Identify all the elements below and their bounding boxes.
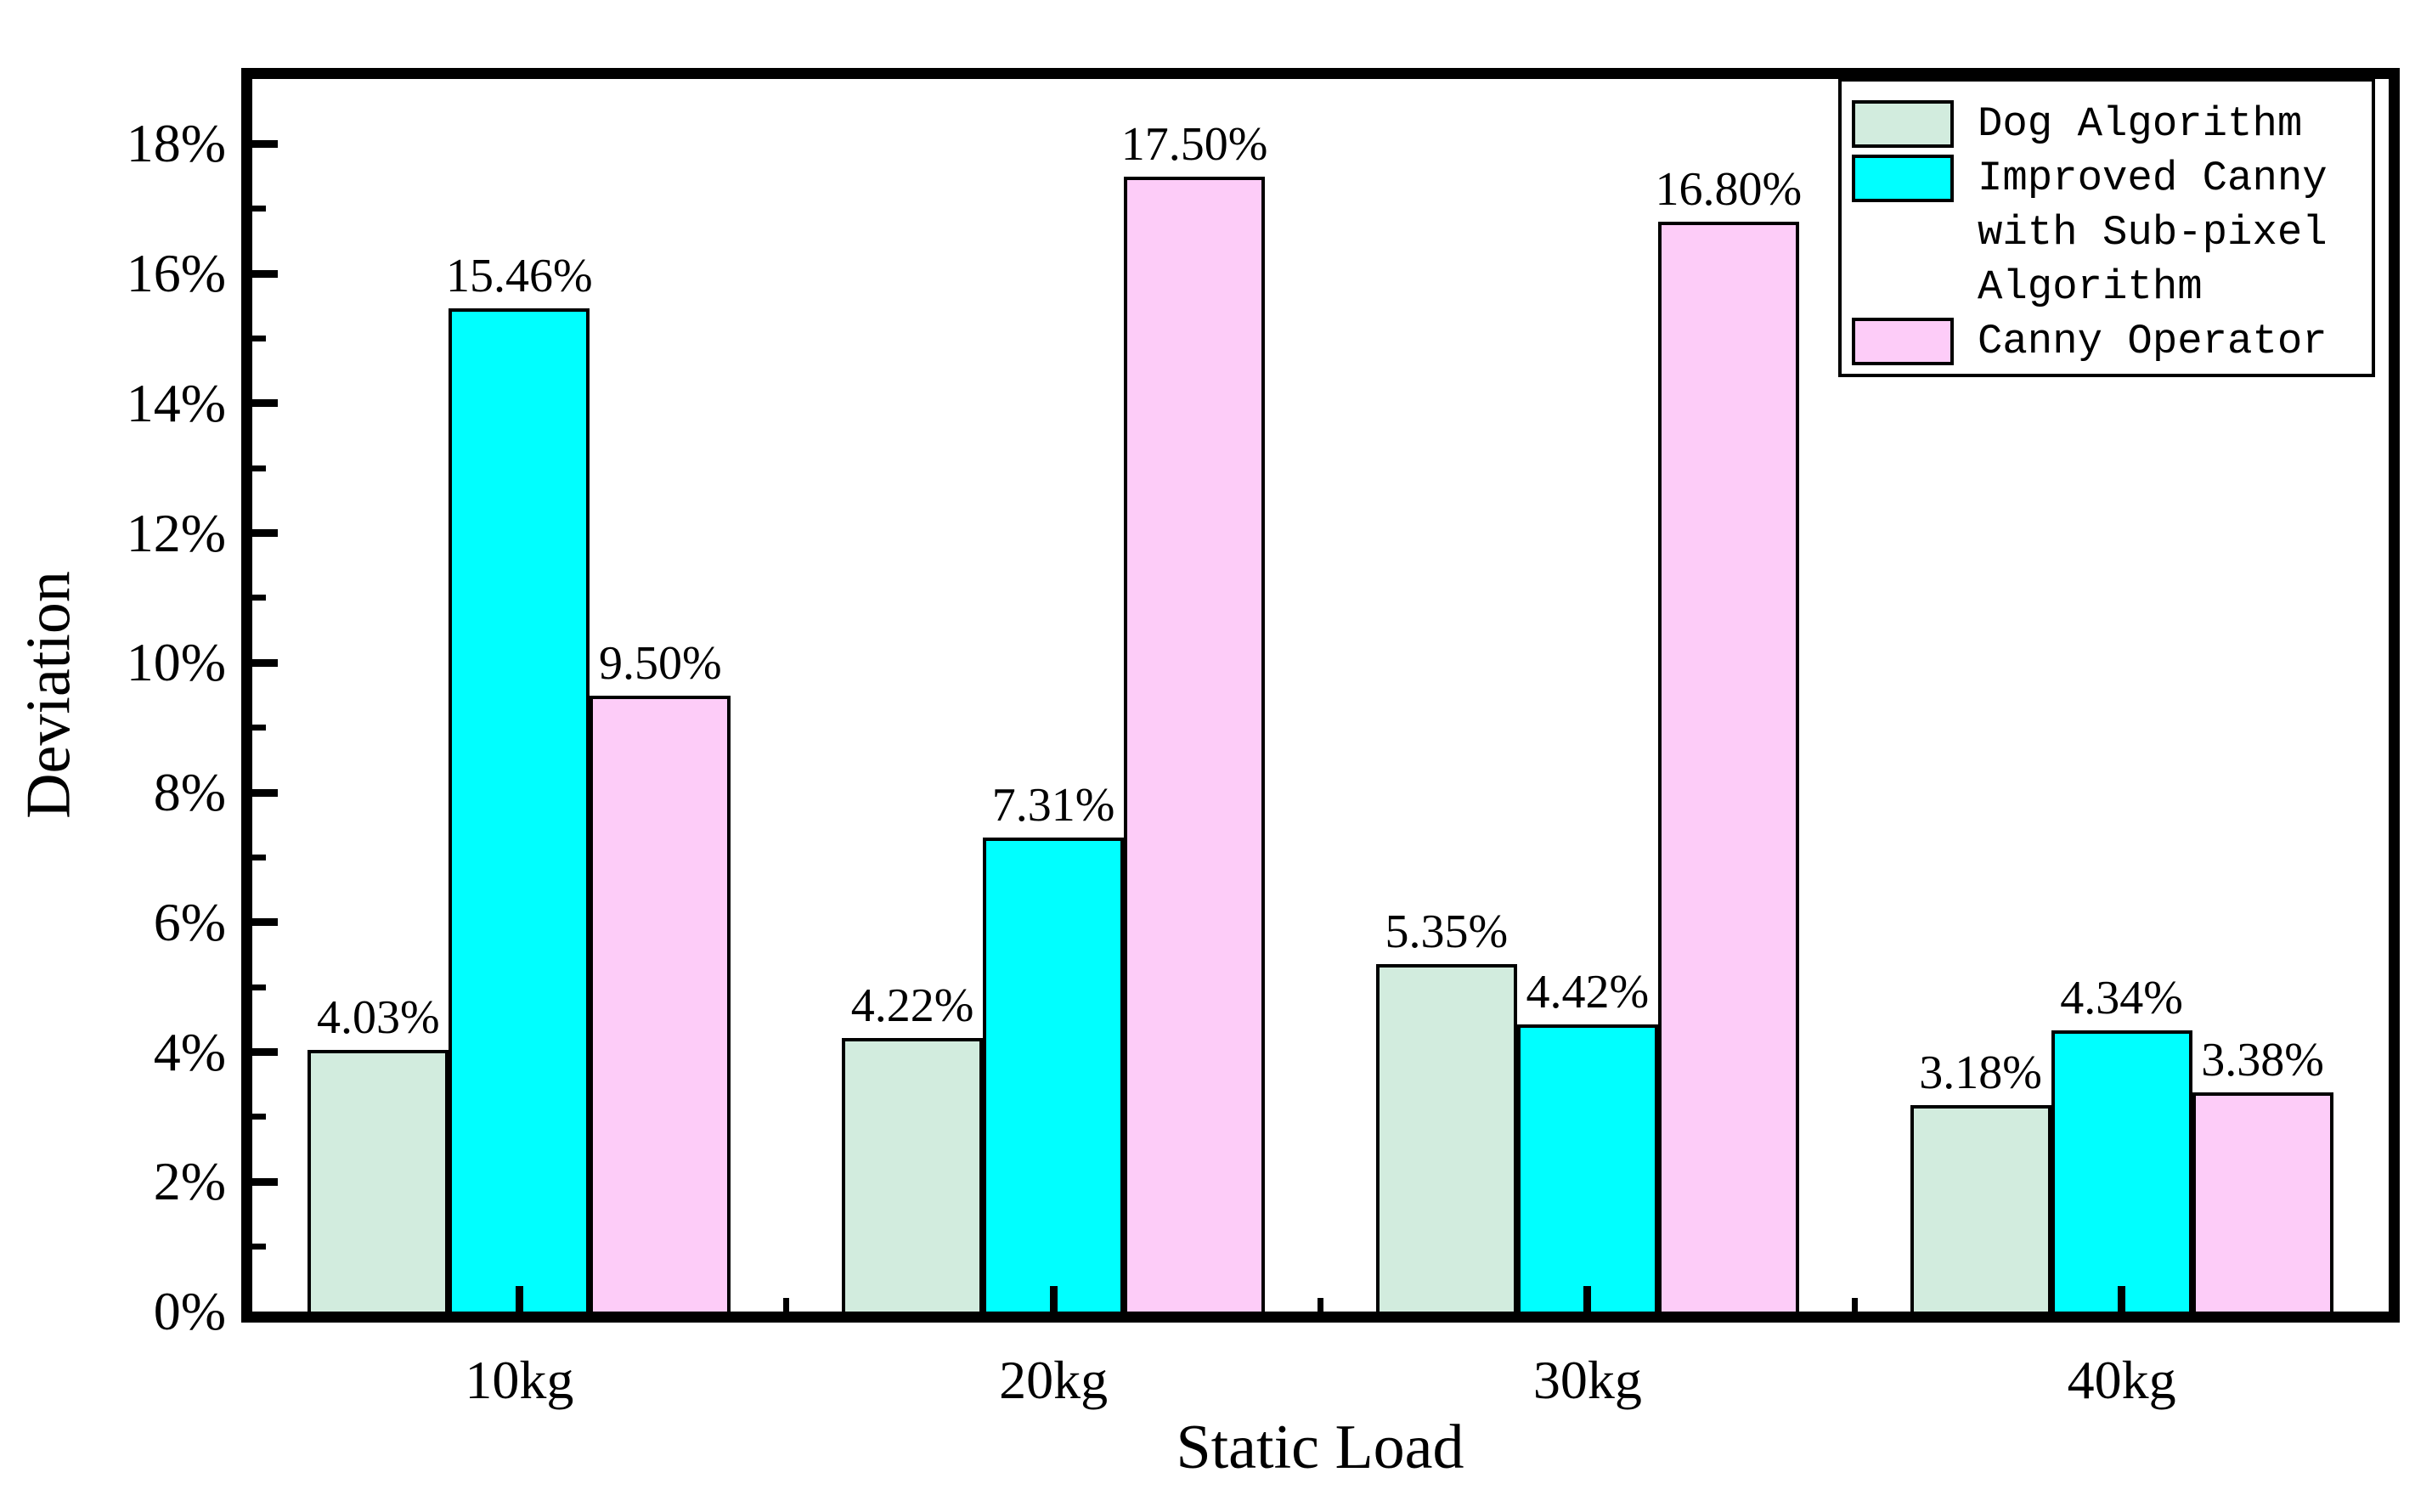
y-tick-label-16: 16% xyxy=(126,243,226,304)
bar-value-label: 15.46% xyxy=(446,250,593,303)
plot-inner-area: 4.03% 15.46% 9.50% 4.22% 7.31% 17.50% 5.35% 4.4… xyxy=(252,79,2389,1315)
y-tick-label-6: 6% xyxy=(153,891,226,952)
x-axis-title: Static Load xyxy=(1176,1413,1464,1482)
bar-canny-20kg xyxy=(1124,176,1266,1315)
bar-value-label: 4.03% xyxy=(317,991,440,1045)
bar-canny-30kg xyxy=(1657,222,1799,1315)
y-axis-minor-tick xyxy=(252,984,266,990)
legend-label-line: Algorithm xyxy=(1978,263,2203,311)
bar-value-label: 7.31% xyxy=(991,778,1115,832)
x-axis-major-tick xyxy=(1583,1286,1592,1312)
bar-improved-30kg xyxy=(1516,1024,1658,1315)
y-tick-label-14: 14% xyxy=(126,372,226,433)
x-tick-label-40kg: 40kg xyxy=(2067,1350,2176,1410)
bar-value-label: 9.50% xyxy=(599,636,722,690)
legend-label-line: Dog Algorithm xyxy=(1978,100,2303,148)
y-axis-minor-tick xyxy=(252,854,266,860)
legend-swatch-1 xyxy=(1852,100,1954,148)
bar-value-label: 16.80% xyxy=(1655,163,1803,216)
y-axis-tick-labels: 0% 2% 4% 6% 8% 10% 12% 14% 16% 18% xyxy=(0,79,226,1341)
y-tick-label-8: 8% xyxy=(153,762,226,823)
legend-swatch-3 xyxy=(1852,318,1954,365)
y-axis-minor-tick xyxy=(252,595,266,601)
bar-value-label: 4.34% xyxy=(2060,971,2183,1024)
bar-value-label: 3.38% xyxy=(2201,1033,2324,1086)
y-tick-label-4: 4% xyxy=(153,1021,226,1082)
bar-improved-20kg xyxy=(983,837,1125,1315)
y-axis-minor-tick xyxy=(252,465,266,471)
x-axis-minor-tick xyxy=(1851,1298,1858,1312)
y-axis-minor-tick xyxy=(252,335,266,341)
bar-value-label: 17.50% xyxy=(1120,117,1268,171)
y-axis-minor-tick xyxy=(252,1114,266,1120)
bar-improved-40kg xyxy=(2051,1030,2192,1315)
bar-dog-30kg xyxy=(1375,964,1517,1315)
y-axis-major-tick xyxy=(252,658,278,667)
x-axis-minor-tick xyxy=(783,1298,790,1312)
y-tick-label-2: 2% xyxy=(153,1151,226,1212)
x-axis-major-tick xyxy=(515,1286,523,1312)
y-axis-major-tick xyxy=(252,399,278,408)
legend-label-line: with Sub-pixel xyxy=(1978,209,2328,257)
x-tick-label-10kg: 10kg xyxy=(465,1350,574,1410)
legend-label-line: Improved Canny xyxy=(1978,155,2328,202)
bar-dog-10kg xyxy=(308,1050,449,1315)
bar-dog-40kg xyxy=(1910,1105,2051,1315)
y-axis-major-tick xyxy=(252,139,278,148)
y-tick-label-18: 18% xyxy=(126,113,226,174)
legend-swatch-2 xyxy=(1852,155,1954,202)
bar-canny-40kg xyxy=(2192,1092,2333,1315)
x-axis-minor-tick xyxy=(1318,1298,1323,1312)
bar-improved-10kg xyxy=(449,308,590,1315)
y-tick-label-10: 10% xyxy=(126,632,226,693)
y-tick-label-12: 12% xyxy=(126,502,226,563)
bar-value-label: 4.22% xyxy=(850,979,974,1032)
y-axis-major-tick xyxy=(252,788,278,797)
bar-value-label: 5.35% xyxy=(1385,906,1509,959)
y-axis-major-tick xyxy=(252,918,278,927)
y-axis-major-tick xyxy=(252,1177,278,1186)
legend: Dog Algorithm Improved Canny with Sub-pixe… xyxy=(1838,78,2375,377)
x-tick-label-30kg: 30kg xyxy=(1532,1350,1642,1410)
x-axis-major-tick xyxy=(2118,1286,2126,1312)
y-axis-major-tick xyxy=(252,529,278,538)
legend-label-line: Canny Operator xyxy=(1978,318,2328,365)
bar-canny-10kg xyxy=(590,695,731,1315)
bar-value-label: 3.18% xyxy=(1919,1047,2042,1100)
y-tick-label-0: 0% xyxy=(153,1281,226,1341)
y-axis-minor-tick xyxy=(252,206,266,212)
y-axis-major-tick xyxy=(252,1048,278,1057)
bar-dog-20kg xyxy=(842,1037,984,1315)
y-axis-title: Deviation xyxy=(14,571,84,819)
x-axis-major-tick xyxy=(1049,1286,1058,1312)
y-axis-major-tick xyxy=(252,269,278,278)
y-axis-minor-tick xyxy=(252,725,266,731)
y-axis-minor-tick xyxy=(252,1244,266,1250)
x-tick-label-20kg: 20kg xyxy=(999,1350,1109,1410)
bar-value-label: 4.42% xyxy=(1526,966,1650,1019)
